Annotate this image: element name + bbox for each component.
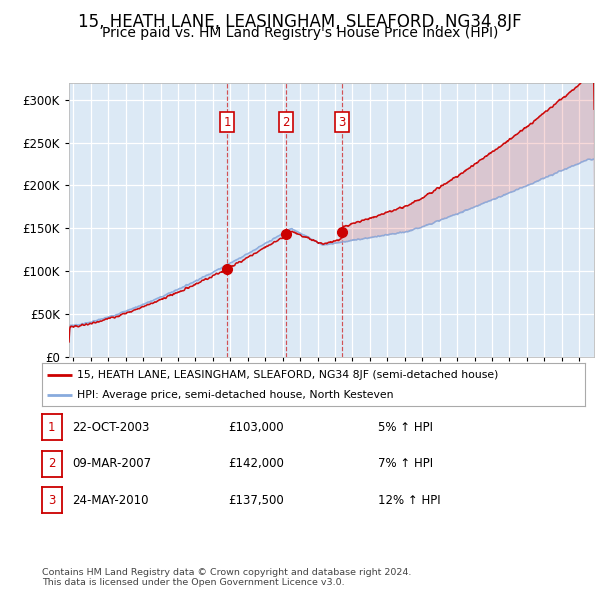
- Text: 22-OCT-2003: 22-OCT-2003: [72, 421, 149, 434]
- Text: Contains HM Land Registry data © Crown copyright and database right 2024.
This d: Contains HM Land Registry data © Crown c…: [42, 568, 412, 587]
- Text: HPI: Average price, semi-detached house, North Kesteven: HPI: Average price, semi-detached house,…: [77, 391, 394, 400]
- Text: 2: 2: [48, 457, 56, 470]
- Text: 1: 1: [223, 116, 231, 129]
- Text: 7% ↑ HPI: 7% ↑ HPI: [378, 457, 433, 470]
- Text: 3: 3: [338, 116, 346, 129]
- Text: 2: 2: [282, 116, 290, 129]
- Text: Price paid vs. HM Land Registry's House Price Index (HPI): Price paid vs. HM Land Registry's House …: [102, 26, 498, 40]
- Text: £137,500: £137,500: [228, 494, 284, 507]
- Text: £142,000: £142,000: [228, 457, 284, 470]
- Text: 5% ↑ HPI: 5% ↑ HPI: [378, 421, 433, 434]
- Text: 15, HEATH LANE, LEASINGHAM, SLEAFORD, NG34 8JF (semi-detached house): 15, HEATH LANE, LEASINGHAM, SLEAFORD, NG…: [77, 370, 499, 380]
- Text: 3: 3: [48, 494, 56, 507]
- Text: £103,000: £103,000: [228, 421, 284, 434]
- Text: 24-MAY-2010: 24-MAY-2010: [72, 494, 149, 507]
- Text: 1: 1: [48, 421, 56, 434]
- Text: 09-MAR-2007: 09-MAR-2007: [72, 457, 151, 470]
- Text: 12% ↑ HPI: 12% ↑ HPI: [378, 494, 440, 507]
- Text: 15, HEATH LANE, LEASINGHAM, SLEAFORD, NG34 8JF: 15, HEATH LANE, LEASINGHAM, SLEAFORD, NG…: [78, 13, 522, 31]
